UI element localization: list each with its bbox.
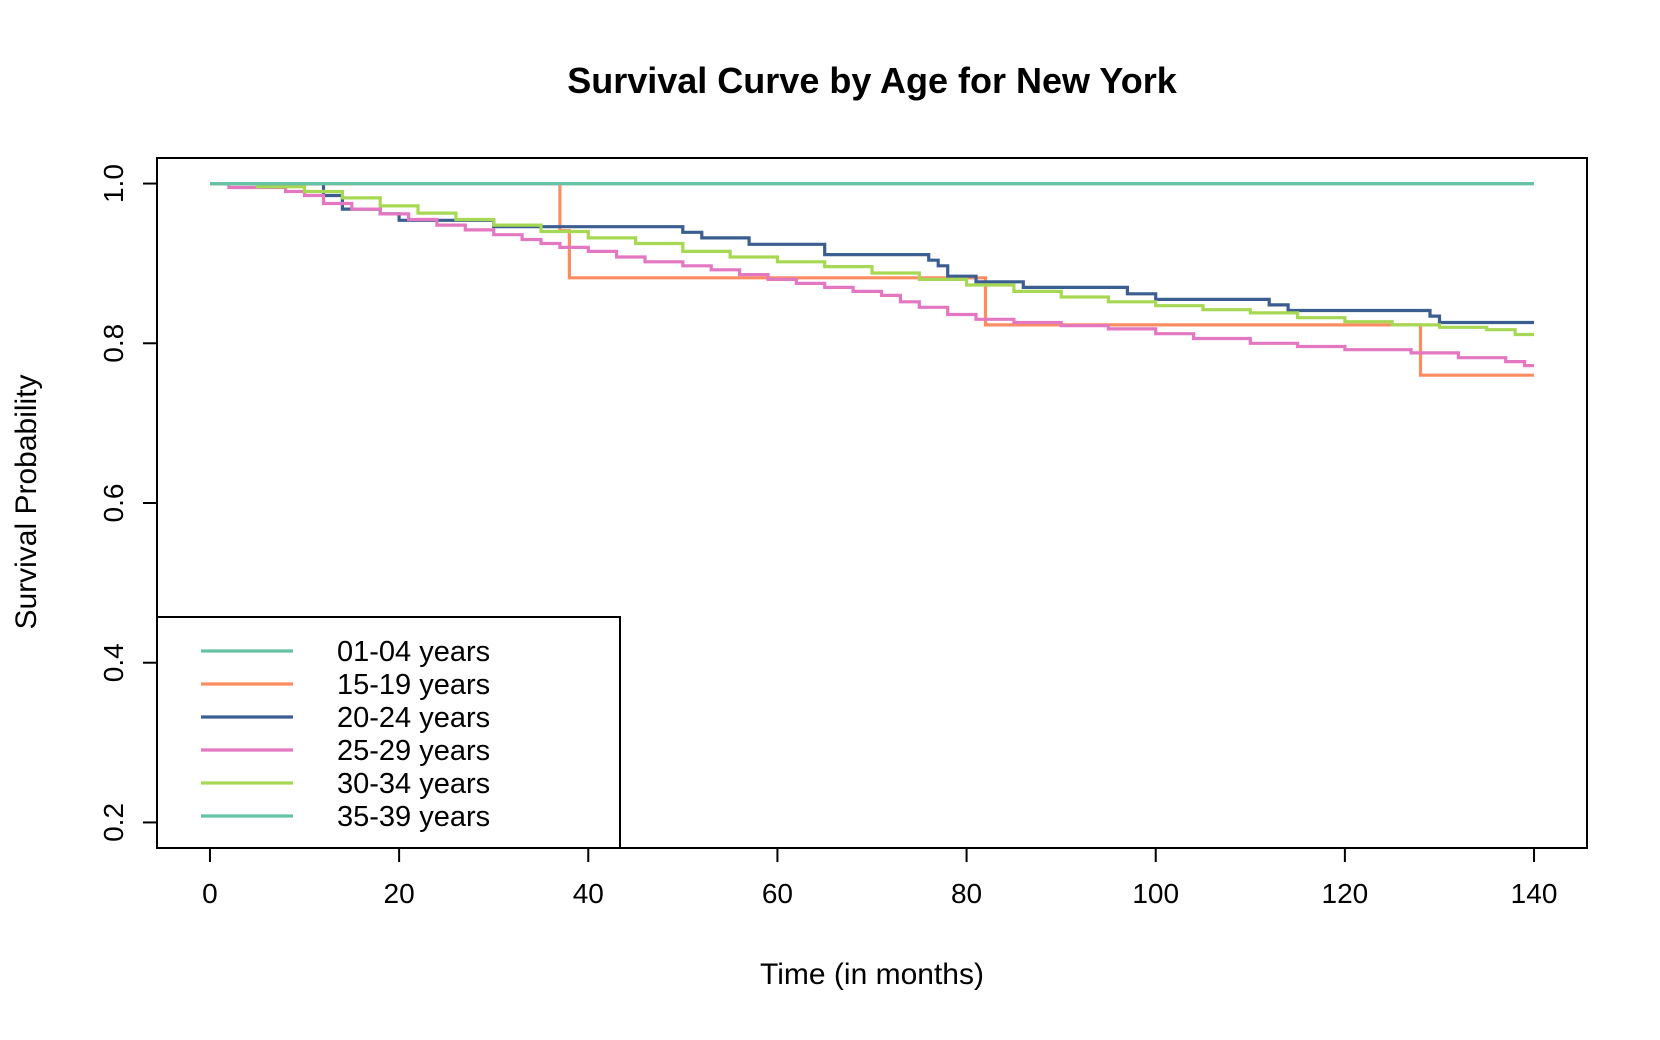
legend-label: 35-39 years [337,801,490,833]
series-line-4 [210,182,1534,368]
x-tick-label: 60 [762,878,793,909]
x-tick-label: 140 [1511,878,1558,909]
legend-box [156,616,621,849]
x-tick-label: 40 [573,878,604,909]
plot-frame [156,157,1588,849]
y-tick-label: 0.8 [98,324,129,363]
series-layer [210,182,1534,377]
x-axis: 0 20 40 60 80 100 120 140 [202,847,1558,909]
x-tick-label: 100 [1132,878,1179,909]
x-axis-label: Time (in months) [760,958,984,991]
series-line-5 [210,182,1534,337]
x-tick-label: 20 [384,878,415,909]
chart-title: Survival Curve by Age for New York [567,60,1178,101]
y-tick-label: 0.2 [98,803,129,842]
legend-label: 01-04 years [337,636,490,668]
y-axis: 0.2 0.4 0.6 0.8 1.0 [98,164,158,842]
y-tick-label: 0.4 [98,643,129,682]
y-axis-label: Survival Probability [10,374,43,629]
legend-label: 20-24 years [337,702,490,734]
x-tick-label: 80 [951,878,982,909]
x-tick-label: 0 [202,878,218,909]
y-tick-label: 1.0 [98,164,129,203]
legend-label: 30-34 years [337,768,490,800]
x-tick-label: 120 [1322,878,1369,909]
y-tick-label: 0.6 [98,484,129,523]
legend-label: 25-29 years [337,735,490,767]
legend-label: 15-19 years [337,669,490,701]
